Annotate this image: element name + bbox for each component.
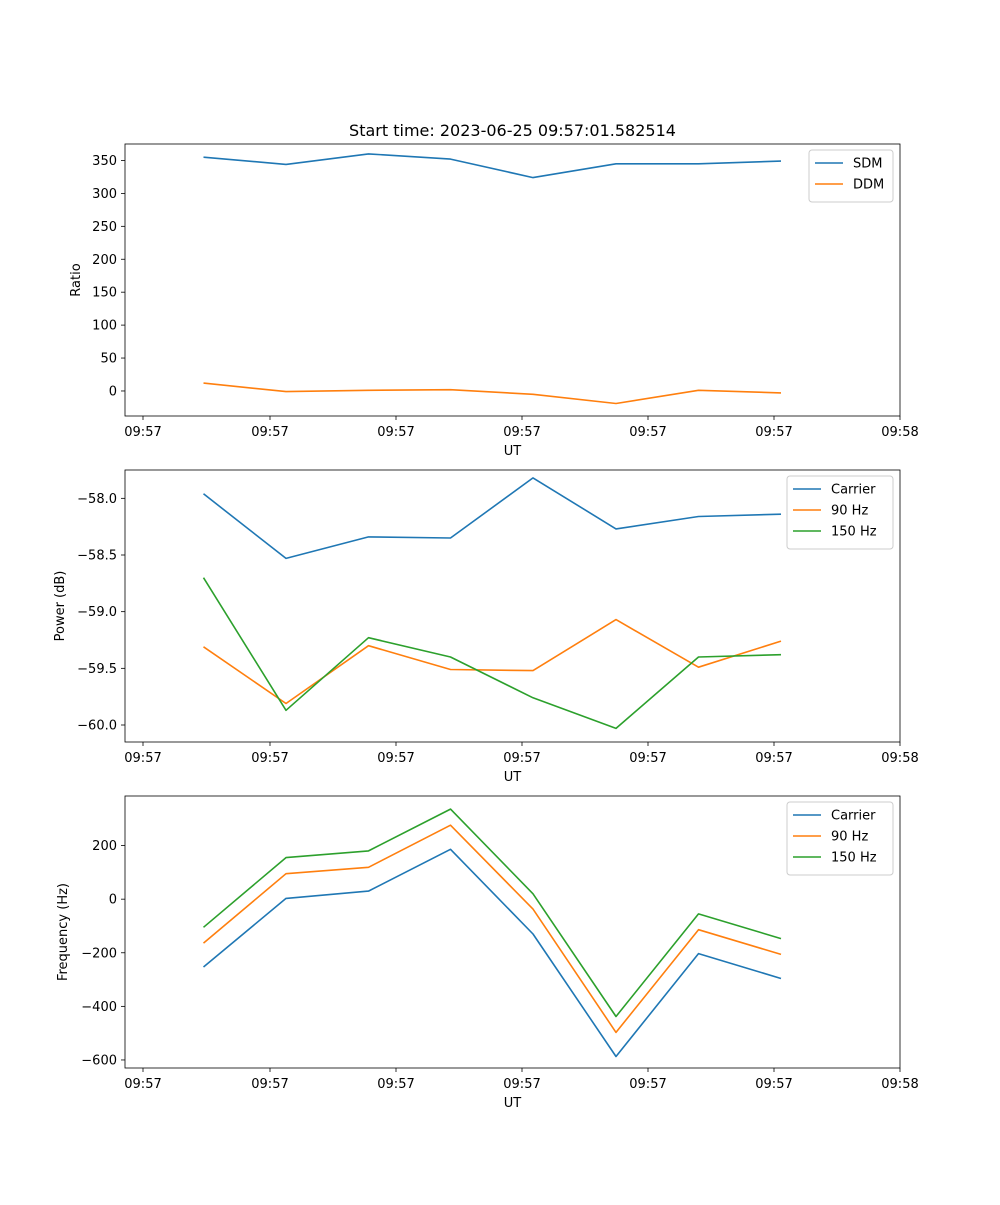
frequency-y-tick-label: −400 <box>81 1000 117 1015</box>
power-x-tick-label: 09:57 <box>251 751 288 766</box>
frequency-y-tick-label: −600 <box>81 1053 117 1068</box>
ratio-axes-frame <box>124 143 901 417</box>
frequency-panel: 09:57 09:57 09:57 09:57 09:57 09:57 09:58 200 0 −… <box>56 795 919 1111</box>
power-x-tick-label: 09:57 <box>503 751 540 766</box>
ratio-legend-label-ddm: DDM <box>853 178 884 193</box>
frequency-axes-frame <box>124 795 901 1069</box>
power-legend-label-150-hz: 150 Hz <box>831 525 877 540</box>
power-y-tick-label: −59.0 <box>77 605 117 620</box>
power-y-axis-label: Power (dB) <box>53 571 68 642</box>
frequency-x-tick-label: 09:57 <box>755 1077 792 1092</box>
figure-title: Start time: 2023-06-25 09:57:01.582514 <box>349 121 676 140</box>
frequency-x-tick-label: 09:57 <box>629 1077 666 1092</box>
power-x-axis-label: UT <box>504 770 522 785</box>
power-y-tick-label: −60.0 <box>77 719 117 734</box>
ratio-legend-label-sdm: SDM <box>853 157 882 172</box>
frequency-series-90-hz <box>202 824 782 1034</box>
frequency-x-tick-label: 09:57 <box>377 1077 414 1092</box>
frequency-legend-label-90-hz: 90 Hz <box>831 830 868 845</box>
ratio-x-axis-label: UT <box>504 444 522 459</box>
power-x-tick-label: 09:57 <box>755 751 792 766</box>
ratio-panel: 09:57 09:57 09:57 09:57 09:57 09:57 09:58 0 50 10… <box>69 143 919 459</box>
ratio-series-ddm <box>203 382 782 405</box>
power-x-tick-label: 09:57 <box>124 751 161 766</box>
power-y-tick-label: −58.5 <box>77 549 117 564</box>
power-x-tick-label: 09:57 <box>629 751 666 766</box>
power-axes-frame <box>124 469 901 743</box>
power-series-90-hz <box>203 618 782 705</box>
ratio-y-axis-label: Ratio <box>69 263 84 296</box>
ratio-series-sdm <box>203 153 782 179</box>
power-panel: 09:57 09:57 09:57 09:57 09:57 09:57 09:58 −58.0… <box>53 469 919 785</box>
frequency-legend-label-carrier: Carrier <box>831 809 876 824</box>
frequency-legend-label-150-hz: 150 Hz <box>831 851 877 866</box>
ratio-x-tick-label: 09:57 <box>503 425 540 440</box>
ratio-x-tick-label: 09:57 <box>251 425 288 440</box>
power-x-tick-label: 09:58 <box>881 751 918 766</box>
frequency-x-tick-label: 09:57 <box>251 1077 288 1092</box>
ratio-y-tick-label: 0 <box>109 384 117 399</box>
frequency-x-axis-label: UT <box>504 1096 522 1111</box>
ratio-y-tick-label: 200 <box>92 253 117 268</box>
ratio-x-tick-label: 09:57 <box>377 425 414 440</box>
ratio-y-tick-label: 150 <box>92 286 117 301</box>
power-series-carrier <box>203 477 782 560</box>
power-series-150-hz <box>202 577 782 730</box>
ratio-x-tick-label: 09:57 <box>124 425 161 440</box>
ratio-y-tick-label: 100 <box>92 319 117 334</box>
frequency-series-150-hz <box>202 808 782 1018</box>
ratio-x-tick-label: 09:58 <box>881 425 918 440</box>
power-x-tick-label: 09:57 <box>377 751 414 766</box>
ratio-y-tick-label: 50 <box>100 352 117 367</box>
power-y-tick-label: −58.0 <box>77 492 117 507</box>
ratio-y-tick-label: 300 <box>92 187 117 202</box>
frequency-y-tick-label: −200 <box>81 946 117 961</box>
frequency-x-tick-label: 09:57 <box>124 1077 161 1092</box>
power-y-tick-label: −59.5 <box>77 662 117 677</box>
frequency-y-tick-label: 0 <box>109 893 117 908</box>
frequency-y-axis-label: Frequency (Hz) <box>56 883 71 981</box>
ratio-y-tick-label: 250 <box>92 220 117 235</box>
frequency-y-tick-label: 200 <box>92 839 117 854</box>
frequency-series-carrier <box>202 848 782 1058</box>
power-legend-label-carrier: Carrier <box>831 483 876 498</box>
ratio-y-tick-label: 350 <box>92 154 117 169</box>
ratio-x-tick-label: 09:57 <box>755 425 792 440</box>
power-legend-label-90-hz: 90 Hz <box>831 504 868 519</box>
frequency-x-tick-label: 09:57 <box>503 1077 540 1092</box>
frequency-x-tick-label: 09:58 <box>881 1077 918 1092</box>
ratio-x-tick-label: 09:57 <box>629 425 666 440</box>
